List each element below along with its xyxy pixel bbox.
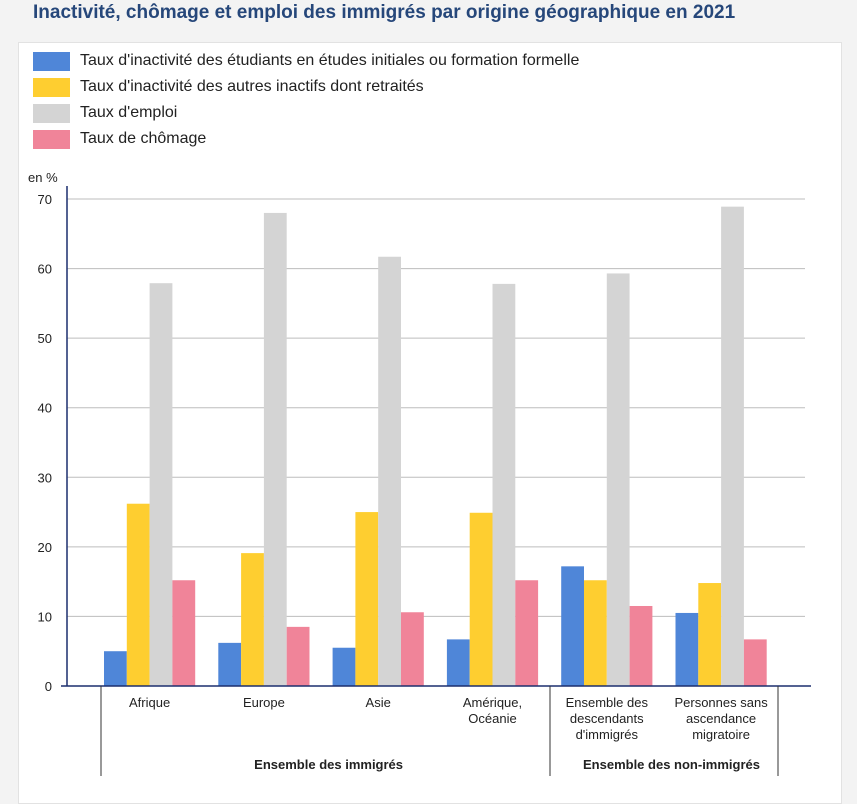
legend-swatch-etudiants	[33, 52, 70, 71]
x-category-label-line: ascendance	[686, 711, 756, 726]
bar-chomage-5	[629, 605, 653, 686]
bar-chomage-3	[401, 612, 424, 686]
legend-label-emploi: Taux d'emploi	[80, 104, 178, 121]
x-category-label-line: descendants	[570, 711, 644, 726]
y-tick-label-10: 10	[38, 609, 52, 624]
x-category-label-line: Asie	[366, 695, 391, 710]
bar-etudiants-6	[675, 612, 699, 686]
bar-emploi-4	[492, 283, 516, 686]
x-category-label-line: Afrique	[129, 695, 170, 710]
y-tick-label-0: 0	[45, 679, 52, 694]
legend-label-etudiants: Taux d'inactivité des étudiants en étude…	[80, 52, 580, 69]
bar-emploi-2	[263, 212, 287, 686]
bar-etudiants-3	[332, 647, 356, 686]
bar-emploi-3	[378, 256, 401, 686]
y-tick-label-20: 20	[38, 540, 52, 555]
bar-autres-inactifs-5	[584, 580, 607, 686]
x-category-label-line: migratoire	[692, 727, 750, 742]
y-tick-label-50: 50	[38, 331, 52, 346]
bar-chomage-6	[743, 639, 767, 686]
x-category-label-4: Amérique, Océanie	[463, 695, 522, 726]
x-category-label-6: Personnes sans ascendance migratoire	[674, 695, 768, 742]
group-label-1: Ensemble des immigrés	[254, 757, 403, 772]
bar-emploi-5	[606, 273, 630, 686]
bar-autres-inactifs-6	[698, 583, 722, 686]
y-tick-label-60: 60	[38, 262, 52, 277]
bar-emploi-6	[721, 206, 744, 686]
bar-etudiants-5	[561, 566, 584, 686]
bar-etudiants-1	[104, 651, 127, 686]
legend-label-chomage: Taux de chômage	[80, 130, 207, 147]
bar-autres-inactifs-3	[355, 512, 379, 686]
bar-etudiants-2	[218, 642, 242, 686]
bar-autres-inactifs-1	[126, 503, 150, 686]
y-axis-unit-label: en %	[28, 170, 58, 185]
x-category-label-2: Europe	[243, 695, 285, 710]
x-category-label-line: Europe	[243, 695, 285, 710]
bar-emploi-1	[149, 283, 173, 686]
x-category-label-line: d'immigrés	[576, 727, 639, 742]
group-label-2: Ensemble des non-immigrés	[583, 757, 760, 772]
bar-chomage-2	[286, 626, 310, 686]
bar-etudiants-4	[446, 639, 470, 686]
x-category-label-1: Afrique	[129, 695, 170, 710]
bar-chomage-4	[515, 580, 539, 686]
legend-swatch-chomage	[33, 130, 70, 149]
chart-title: Inactivité, chômage et emploi des immigr…	[33, 2, 736, 23]
x-category-label-3: Asie	[366, 695, 391, 710]
x-category-label-line: Océanie	[468, 711, 516, 726]
y-tick-label-70: 70	[38, 192, 52, 207]
bar-autres-inactifs-4	[469, 512, 493, 686]
x-category-label-5: Ensemble des descendants d'immigrés	[566, 695, 649, 742]
x-category-label-line: Amérique,	[463, 695, 522, 710]
legend-swatch-emploi	[33, 104, 70, 123]
y-tick-label-30: 30	[38, 470, 52, 485]
x-category-label-line: Personnes sans	[674, 695, 768, 710]
legend-label-autres-inactifs: Taux d'inactivité des autres inactifs do…	[80, 78, 424, 95]
bar-chomage-1	[172, 580, 196, 686]
y-tick-label-40: 40	[38, 401, 52, 416]
legend-swatch-autres-inactifs	[33, 78, 70, 97]
bar-autres-inactifs-2	[241, 553, 264, 686]
x-category-label-line: Ensemble des	[566, 695, 649, 710]
